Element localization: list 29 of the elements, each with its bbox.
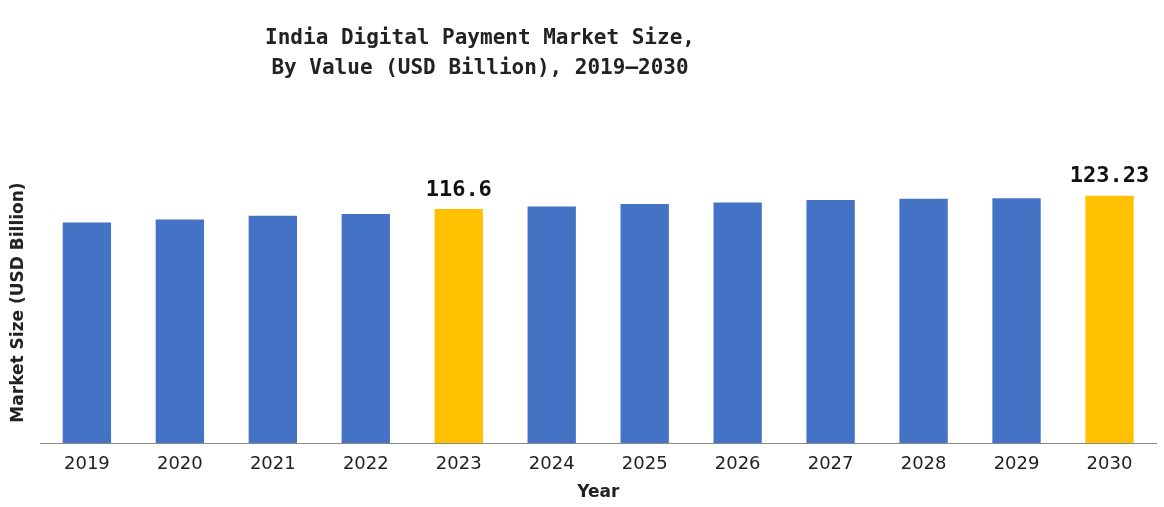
bar xyxy=(992,198,1041,443)
x-tick-label: 2020 xyxy=(156,452,203,474)
bar xyxy=(434,208,483,443)
bar xyxy=(62,222,112,443)
x-tick-label: 2024 xyxy=(528,452,575,474)
x-axis-title: Year xyxy=(576,481,620,502)
x-tick-label: 2026 xyxy=(714,452,761,474)
x-tick-label: 2029 xyxy=(993,452,1040,474)
bar xyxy=(1085,195,1134,443)
x-tick-label: 2021 xyxy=(249,452,296,474)
bar xyxy=(155,219,205,443)
bar xyxy=(341,213,390,443)
x-tick-label: 2022 xyxy=(342,452,389,474)
x-tick-label: 2027 xyxy=(807,452,854,474)
chart-title: India Digital Payment Market Size, By Value (USD Billion), 2019–2030 xyxy=(264,24,696,81)
x-tick-label: 2030 xyxy=(1086,452,1133,474)
bar xyxy=(620,203,669,443)
x-tick-label: 2028 xyxy=(900,452,947,474)
data-label: 123.23 xyxy=(1069,162,1150,188)
x-tick-label: 2023 xyxy=(435,452,482,474)
x-tick-label: 2019 xyxy=(63,452,110,474)
y-axis-title: Market Size (USD Billion) xyxy=(6,182,27,423)
x-tick-label: 2025 xyxy=(621,452,668,474)
bar xyxy=(248,215,297,443)
data-label: 116.6 xyxy=(425,175,492,201)
bar xyxy=(527,206,576,443)
bar xyxy=(806,199,855,443)
bar xyxy=(713,202,762,443)
bar xyxy=(899,198,948,443)
